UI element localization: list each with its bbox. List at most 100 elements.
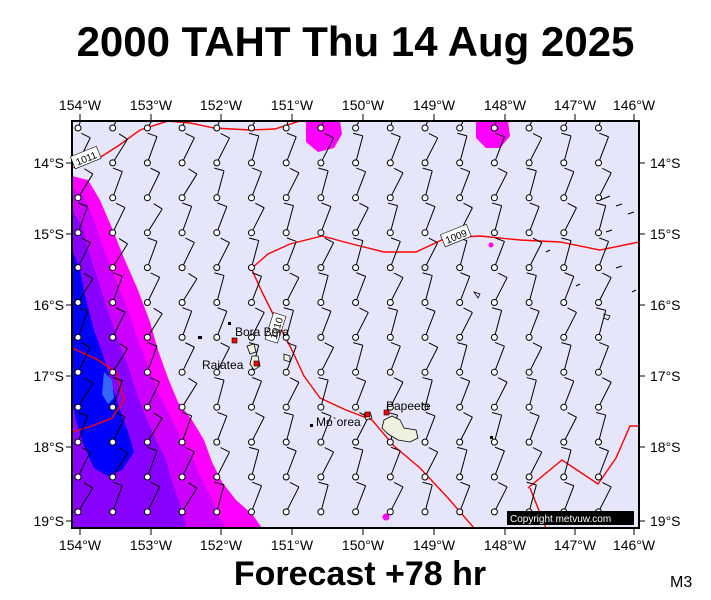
- wind-barb: [282, 202, 294, 237]
- wind-barb: [595, 132, 610, 167]
- wind-barb: [143, 377, 161, 411]
- lon-label-top-150w: 150°W: [342, 97, 385, 113]
- wind-barb: [178, 307, 193, 341]
- town-markers: [231, 337, 390, 418]
- lon-label-top-146w: 146°W: [613, 97, 656, 113]
- wind-barb: [560, 446, 572, 481]
- wind-barb: [595, 167, 612, 202]
- lon-label-bottom-148w: 148°W: [484, 537, 527, 553]
- lon-label-bottom-146w: 146°W: [613, 537, 656, 553]
- wind-barb: [74, 447, 91, 481]
- isobar-southeast: [527, 425, 639, 489]
- wind-barb: [595, 446, 610, 481]
- wind-barb: [74, 411, 89, 446]
- wind-barb: [178, 168, 198, 202]
- lon-label-top-153w: 153°W: [130, 97, 173, 113]
- wind-barb: [490, 307, 503, 341]
- wind-barb: [386, 202, 399, 237]
- wind-barb: [109, 481, 123, 516]
- wind-barb: [109, 167, 123, 202]
- wind-barb: [525, 272, 537, 306]
- wind-barb: [456, 377, 471, 411]
- lon-label-top-151w: 151°W: [271, 97, 314, 113]
- wind-barb: [213, 447, 230, 481]
- wind-barb: [560, 377, 575, 411]
- wind-barb: [317, 377, 329, 411]
- wind-barb: [282, 237, 297, 272]
- lon-label-bottom-150w: 150°W: [342, 537, 385, 553]
- wind-barb: [282, 411, 294, 446]
- wind-barb: [143, 412, 163, 446]
- lat-label-left-16s: 16°S: [33, 297, 64, 313]
- wind-barb: [74, 342, 91, 376]
- wind-barb: [248, 121, 256, 132]
- wind-barb: [490, 411, 503, 446]
- wind-barb: [74, 237, 91, 272]
- isobar-1010: [251, 269, 475, 528]
- island-huahine: [283, 353, 291, 363]
- wind-barb: [595, 202, 607, 237]
- town-marker-raiatea: [253, 360, 260, 367]
- wind-barb: [178, 273, 198, 306]
- wind-barb: [109, 342, 128, 376]
- wind-barb: [352, 446, 364, 481]
- wind-barb: [317, 202, 332, 237]
- map-title: 2000 TAHT Thu 14 Aug 2025: [76, 18, 635, 65]
- wind-barb: [595, 411, 607, 446]
- lat-label-left-19s: 19°S: [33, 513, 64, 529]
- wind-barb: [595, 307, 607, 341]
- lon-label-bottom-153w: 153°W: [130, 537, 173, 553]
- wind-barb: [317, 167, 329, 202]
- latitude-labels-left: 14°S 15°S 16°S 17°S 18°S 19°S: [33, 155, 64, 529]
- precip-dot-east: [488, 242, 494, 248]
- wind-barb: [248, 202, 265, 237]
- wind-barb: [282, 307, 294, 341]
- wind-barb: [109, 376, 123, 411]
- wind-barb: [386, 307, 399, 341]
- wind-barb: [421, 202, 436, 237]
- wind-barb: [386, 167, 404, 202]
- wind-barb: [143, 342, 158, 376]
- wind-barb: [178, 482, 198, 516]
- wind-barb: [490, 446, 505, 481]
- place-label-papeete: Papeete: [386, 399, 431, 413]
- wind-barb: [525, 237, 543, 272]
- wind-barb: [525, 167, 537, 202]
- wind-barb: [282, 377, 300, 411]
- wind-barb: [490, 272, 508, 306]
- lat-label-right-19s: 19°S: [650, 513, 681, 529]
- lon-label-bottom-152w: 152°W: [200, 537, 243, 553]
- lon-label-top-148w: 148°W: [484, 97, 527, 113]
- wind-barb: [560, 132, 572, 167]
- wind-barb: [317, 411, 332, 446]
- wind-barb: [143, 167, 161, 202]
- wind-barb: [178, 342, 195, 376]
- wind-barb: [109, 121, 117, 132]
- wind-barb: [109, 412, 126, 446]
- wind-barb: [213, 481, 225, 516]
- lon-label-bottom-147w: 147°W: [554, 537, 597, 553]
- map-frame: [71, 120, 640, 529]
- wind-barb: [213, 272, 225, 306]
- wind-barb: [178, 237, 195, 272]
- wind-barb: [109, 447, 128, 481]
- wind-barb: [525, 307, 540, 341]
- wind-barb: [352, 272, 367, 306]
- wind-barb: [143, 446, 158, 481]
- town-marker-papeete: [383, 409, 390, 416]
- isobar-1009: [251, 235, 639, 269]
- lat-label-right-16s: 16°S: [650, 297, 681, 313]
- wind-barb: [248, 307, 265, 341]
- wind-barb-layer: [74, 121, 612, 516]
- wind-barb: [490, 481, 508, 516]
- island-bora-bora: [246, 343, 257, 355]
- wind-barb: [178, 121, 186, 132]
- wind-barb: [352, 167, 367, 202]
- wind-barb: [560, 121, 568, 132]
- wind-barb: [178, 411, 193, 446]
- wind-barb: [282, 167, 300, 202]
- island-atoll-2: [603, 313, 611, 321]
- wind-barb: [456, 446, 468, 481]
- wind-barb: [109, 272, 123, 306]
